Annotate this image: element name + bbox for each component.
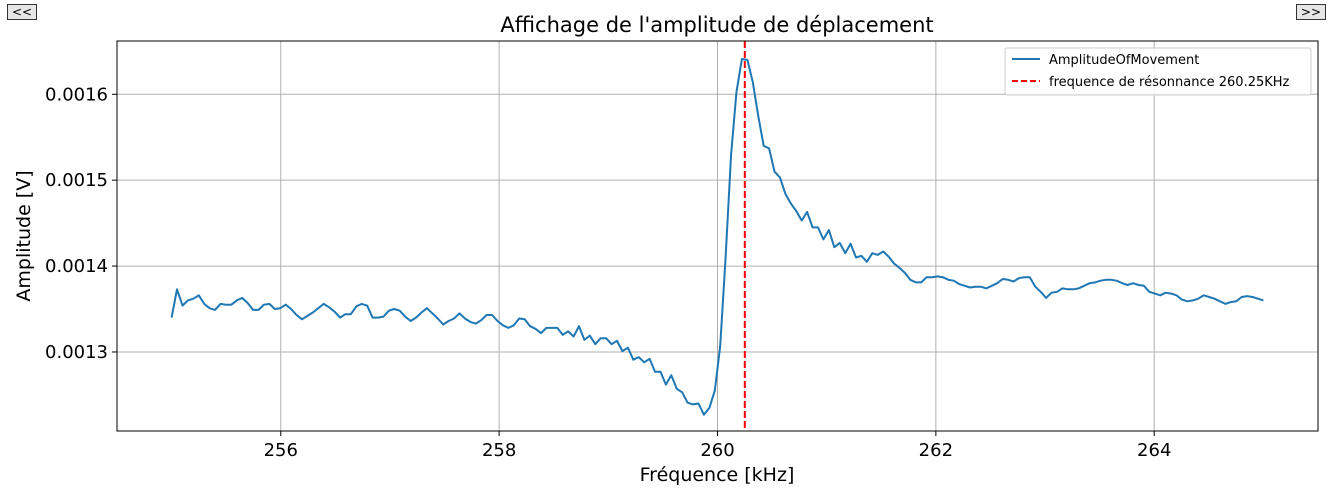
series-line-amplitude-of-movement — [170, 58, 1264, 416]
legend: AmplitudeOfMovement frequence de résonna… — [1004, 47, 1312, 96]
next-button[interactable]: >> — [1295, 4, 1326, 20]
y-tick-label: 0.0015 — [45, 170, 108, 191]
legend-box — [1004, 47, 1312, 96]
x-tick-label: 260 — [700, 440, 734, 461]
x-axis-title: Fréquence [kHz] — [640, 464, 795, 486]
ticks: 256 258 260 262 264 0.0013 0.0014 0.0015 0.0016 — [45, 84, 1171, 461]
series-layer — [170, 58, 1264, 416]
y-tick-label: 0.0016 — [45, 84, 108, 105]
y-axis-title: Amplitude [V] — [13, 170, 35, 301]
x-tick-label: 264 — [1137, 440, 1171, 461]
legend-series-label: AmplitudeOfMovement — [1049, 53, 1199, 68]
y-tick-label: 0.0014 — [45, 256, 108, 277]
x-tick-label: 258 — [482, 440, 516, 461]
chart-title: Affichage de l'amplitude de déplacement — [500, 13, 933, 37]
previous-button[interactable]: << — [7, 4, 38, 20]
y-tick-label: 0.0013 — [45, 342, 108, 363]
x-tick-label: 262 — [919, 440, 953, 461]
legend-vline-label: frequence de résonnance 260.25KHz — [1049, 75, 1290, 90]
x-tick-label: 256 — [264, 440, 298, 461]
